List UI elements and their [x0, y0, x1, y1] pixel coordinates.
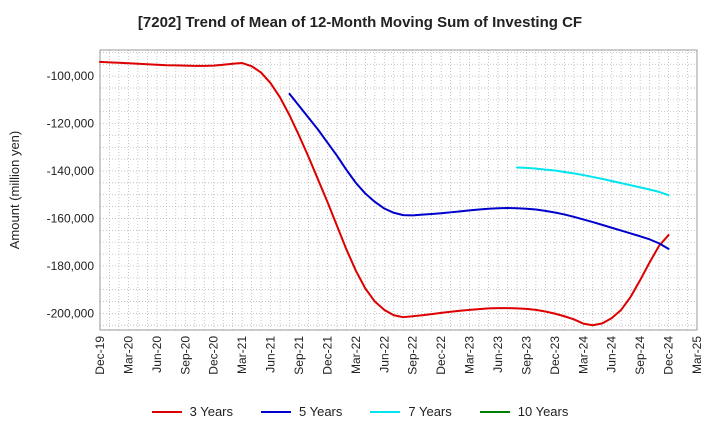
x-axis-ticks: Dec-19 Mar-20 Jun-20 Sep-20 Dec-20 Mar-21 Jun-… — [93, 336, 704, 375]
legend-item-10-years: 10 Years — [479, 404, 569, 419]
x-tick-label: Mar-25 — [690, 336, 704, 374]
x-tick-label: Sep-23 — [519, 336, 533, 375]
legend-label: 7 Years — [408, 404, 452, 419]
y-axis-ticks: -100,000 -120,000 -140,000 -160,000 -180,000… — [47, 69, 95, 320]
plot-area-border — [99, 49, 698, 331]
x-tick-label: Dec-20 — [207, 336, 221, 375]
x-tick-label: Mar-21 — [235, 336, 249, 374]
y-tick-label: -140,000 — [47, 164, 95, 178]
x-tick-label: Dec-23 — [548, 336, 562, 375]
x-tick-label: Jun-24 — [605, 336, 619, 373]
legend-item-5-years: 5 Years — [261, 404, 342, 419]
x-tick-label: Sep-20 — [178, 336, 192, 375]
x-tick-label: Jun-23 — [491, 336, 505, 373]
chart-title: [7202] Trend of Mean of 12-Month Moving … — [137, 14, 583, 31]
x-tick-label: Sep-24 — [633, 336, 647, 375]
legend-swatch — [479, 410, 510, 413]
legend-label: 5 Years — [299, 404, 343, 419]
x-tick-label: Jun-21 — [264, 336, 278, 373]
x-tick-label: Mar-22 — [349, 336, 363, 374]
legend-label: 3 Years — [189, 404, 233, 419]
series-line-3-years — [99, 60, 670, 327]
y-tick-label: -120,000 — [47, 117, 95, 131]
series-lines — [99, 60, 670, 327]
chart-legend: 3 Years 5 Years 7 Years 10 Years — [0, 404, 720, 419]
plot-area-background — [100, 50, 697, 330]
grid-lines — [99, 50, 698, 330]
y-tick-label: -100,000 — [47, 69, 95, 83]
series-line-7-years — [515, 166, 670, 197]
y-tick-label: -160,000 — [47, 211, 95, 225]
legend-swatch — [370, 410, 401, 413]
y-tick-label: -200,000 — [47, 306, 95, 320]
x-tick-label: Sep-21 — [292, 336, 306, 375]
y-axis-label: Amount (million yen) — [7, 131, 22, 250]
legend-item-7-years: 7 Years — [370, 404, 452, 419]
x-tick-label: Mar-24 — [576, 336, 590, 374]
x-tick-label: Mar-20 — [121, 336, 135, 374]
x-tick-label: Dec-19 — [93, 336, 107, 375]
x-tick-label: Dec-21 — [320, 336, 334, 375]
legend-swatch — [261, 410, 291, 413]
x-tick-label: Mar-23 — [463, 336, 477, 374]
x-tick-label: Jun-22 — [377, 336, 391, 373]
x-tick-label: Sep-22 — [406, 336, 420, 375]
x-tick-label: Jun-20 — [150, 336, 164, 373]
legend-label: 10 Years — [517, 404, 569, 419]
legend-item-3-years: 3 Years — [151, 404, 233, 419]
x-tick-label: Dec-22 — [434, 336, 448, 375]
legend-swatch — [151, 410, 182, 413]
y-tick-label: -180,000 — [47, 259, 95, 273]
x-tick-label: Dec-24 — [662, 336, 676, 375]
series-line-5-years — [288, 92, 670, 250]
